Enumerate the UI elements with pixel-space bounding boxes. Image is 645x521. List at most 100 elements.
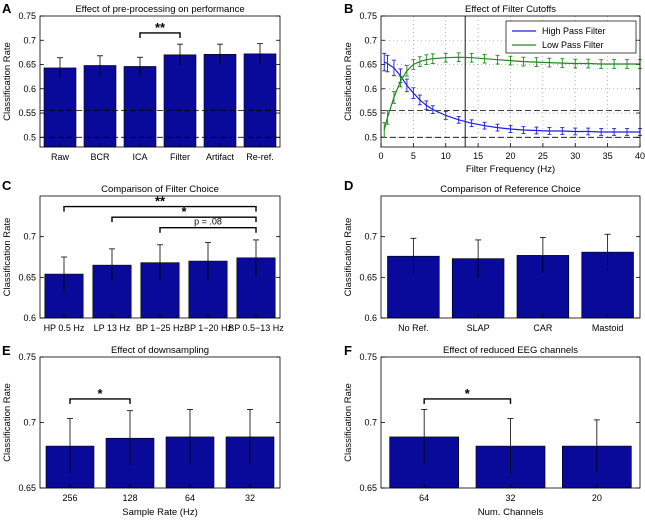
x-tick-label: LP 13 Hz — [94, 323, 131, 333]
significance-bracket — [423, 398, 512, 404]
panel-a: A Effect of pre-processing on performance… — [2, 1, 281, 162]
bar — [43, 67, 77, 148]
x-tick-label: BP 0.5−13 Hz — [228, 323, 284, 333]
y-tick-label: 0.6 — [364, 313, 377, 323]
chart-title: Comparison of Reference Choice — [440, 184, 580, 195]
axes-frame — [39, 195, 281, 319]
panel-letter: D — [344, 178, 353, 193]
significance-bracket — [69, 398, 131, 404]
y-tick-label: 0.75 — [18, 11, 36, 21]
axes-frame — [380, 356, 641, 489]
panel-letter: E — [2, 343, 11, 358]
chart-title: Effect of pre-processing on performance — [75, 4, 244, 15]
bar — [203, 54, 237, 148]
panel-c: C Comparison of Filter Choice Classificati… — [2, 178, 284, 333]
panel-f: F Effect of reduced EEG channels Classific… — [343, 343, 641, 518]
legend: High Pass Filter Low Pass Filter — [505, 20, 637, 54]
y-tick-label: 0.55 — [359, 108, 377, 118]
x-tick-label: 128 — [122, 493, 137, 503]
y-axis-label: Classification Rate — [343, 42, 354, 121]
bar — [163, 54, 197, 148]
legend-label: Low Pass Filter — [542, 40, 604, 50]
x-tick-label: Re-ref. — [246, 152, 274, 162]
y-tick-label: 0.65 — [18, 272, 36, 282]
y-tick-label: 0.6 — [23, 84, 36, 94]
legend-label: High Pass Filter — [542, 26, 606, 36]
legend-box — [505, 20, 637, 54]
significance-label: ** — [155, 194, 166, 209]
panel-letter: B — [344, 1, 353, 16]
x-tick-label: ICA — [132, 152, 147, 162]
x-tick-label: 15 — [473, 151, 483, 161]
bar — [83, 65, 117, 148]
y-axis-label: Classification Rate — [2, 42, 13, 121]
y-tick-label: 0.5 — [23, 132, 36, 142]
y-tick-label: 0.65 — [359, 483, 377, 493]
panel-letter: A — [2, 1, 12, 16]
y-tick-label: 0.6 — [364, 84, 377, 94]
panel-letter: C — [2, 178, 12, 193]
x-tick-label: 32 — [505, 493, 515, 503]
y-tick-label: 0.65 — [359, 272, 377, 282]
bar — [243, 53, 277, 148]
axes-frame — [39, 356, 281, 489]
axes-frame — [39, 15, 281, 148]
y-tick-label: 0.7 — [364, 35, 377, 45]
y-tick-label: 0.65 — [18, 483, 36, 493]
x-tick-label: Artifact — [206, 152, 235, 162]
y-tick-label: 0.7 — [364, 232, 377, 242]
x-tick-label: 64 — [419, 493, 429, 503]
x-axis-label: Sample Rate (Hz) — [122, 507, 198, 518]
bar — [123, 66, 157, 148]
chart-title: Effect of downsampling — [111, 345, 209, 356]
significance-label: * — [97, 386, 103, 401]
significance-label: * — [181, 204, 187, 219]
x-tick-label: Raw — [51, 152, 70, 162]
x-tick-label: 0 — [378, 151, 383, 161]
y-tick-label: 0.75 — [18, 352, 36, 362]
x-tick-label: 10 — [441, 151, 451, 161]
significance-bracket — [111, 216, 257, 223]
y-axis-label: Classification Rate — [343, 383, 354, 462]
x-axis-label: Num. Channels — [478, 507, 544, 518]
x-tick-label: BCR — [90, 152, 110, 162]
x-tick-label: Filter — [170, 152, 190, 162]
significance-label: p = .08 — [194, 217, 222, 227]
chart-title: Effect of Filter Cutoffs — [465, 4, 556, 15]
x-tick-label: 30 — [570, 151, 580, 161]
y-tick-label: 0.65 — [18, 60, 36, 70]
chart-title: Effect of reduced EEG channels — [443, 345, 578, 356]
axes-frame — [380, 15, 641, 148]
panel-letter: F — [344, 343, 352, 358]
y-axis-label: Classification Rate — [2, 218, 13, 297]
y-tick-label: 0.5 — [364, 132, 377, 142]
x-tick-label: 256 — [62, 493, 77, 503]
x-tick-label: CAR — [533, 323, 553, 333]
significance-label: ** — [155, 20, 166, 35]
significance-label: * — [465, 386, 471, 401]
y-tick-label: 0.65 — [359, 60, 377, 70]
y-tick-label: 0.55 — [18, 108, 36, 118]
y-axis-label: Classification Rate — [2, 383, 13, 462]
x-tick-label: Mastoid — [592, 323, 624, 333]
y-tick-label: 0.7 — [23, 418, 36, 428]
panel-b: B Effect of Filter Cutoffs Classification … — [343, 1, 645, 175]
x-tick-label: 35 — [603, 151, 613, 161]
axes-frame — [380, 195, 641, 319]
y-tick-label: 0.7 — [23, 232, 36, 242]
x-tick-label: 20 — [505, 151, 515, 161]
y-axis-label: Classification Rate — [343, 218, 354, 297]
x-tick-label: SLAP — [467, 323, 490, 333]
panel-d: D Comparison of Reference Choice Classific… — [343, 178, 641, 333]
x-tick-label: BP 1−20 Hz — [184, 323, 233, 333]
x-tick-label: No Ref. — [398, 323, 429, 333]
x-tick-label: HP 0.5 Hz — [44, 323, 85, 333]
x-tick-label: BP 1−25 Hz — [136, 323, 185, 333]
panel-e: E Effect of downsampling Classification Ra… — [2, 343, 281, 518]
x-tick-label: 64 — [185, 493, 195, 503]
x-tick-label: 32 — [245, 493, 255, 503]
y-tick-label: 0.6 — [23, 313, 36, 323]
x-tick-label: 25 — [538, 151, 548, 161]
x-axis-label: Filter Frequency (Hz) — [466, 164, 555, 175]
